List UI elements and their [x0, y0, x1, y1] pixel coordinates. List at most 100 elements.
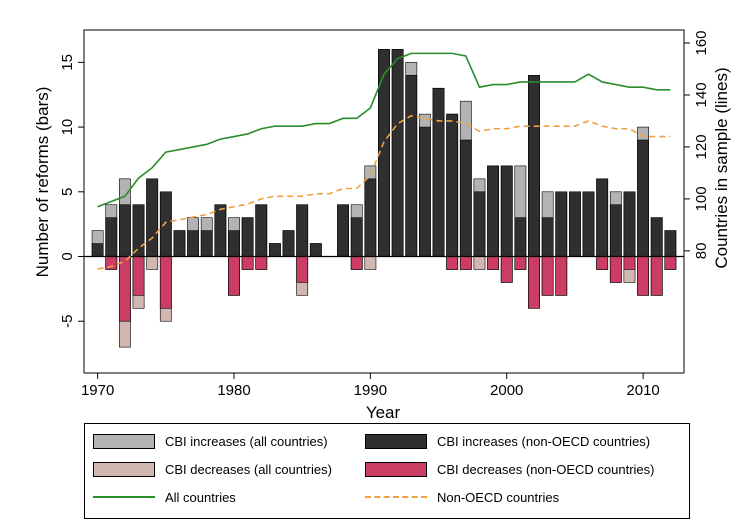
x-axis-label: Year: [366, 403, 401, 422]
bar-incr-non: [664, 230, 677, 257]
bar-incr-non: [91, 243, 104, 257]
legend-label: CBI decreases (non-OECD countries): [437, 461, 655, 477]
y-tick-label: 0: [59, 252, 76, 260]
bar-incr-non: [105, 217, 118, 257]
x-tick-label: 1990: [354, 382, 387, 399]
bar-incr-non: [309, 243, 322, 257]
bar-incr-non: [596, 178, 609, 257]
x-tick-label: 2000: [490, 382, 523, 399]
bar-decr-non: [664, 256, 677, 270]
bar-incr-non: [487, 165, 499, 257]
bar-incr-non: [473, 191, 486, 257]
bar-incr-non: [500, 165, 513, 257]
legend-item-decr-non: CBI decreases (non-OECD countries): [365, 459, 654, 479]
lines-group: [97, 52, 671, 270]
line-non-oecd: [97, 114, 671, 270]
legend-label: All countries: [165, 489, 236, 505]
bar-decr-non: [541, 256, 554, 296]
bar-decr-non: [132, 256, 145, 296]
legend-label: CBI increases (all countries): [165, 433, 328, 449]
legend-item-decr-all: CBI decreases (all countries): [93, 459, 332, 479]
bar-decr-all: [146, 256, 159, 270]
legend-label: CBI decreases (all countries): [165, 461, 332, 477]
bar-incr-non: [582, 191, 595, 257]
line-all-countries: [97, 52, 671, 208]
bar-incr-non: [119, 204, 131, 257]
bar-decr-non: [446, 256, 459, 270]
y2-tick-label: 80: [693, 243, 710, 260]
x-tick-label: 2010: [626, 382, 659, 399]
bar-incr-non: [173, 230, 186, 257]
bar-incr-non: [609, 204, 622, 257]
bar-incr-non: [650, 217, 663, 257]
legend-swatch-decr-non: [365, 461, 427, 477]
bar-incr-non: [364, 178, 377, 257]
y2-tick-label: 140: [693, 82, 710, 107]
bar-decr-non: [228, 256, 240, 296]
bar-decr-non: [500, 256, 513, 283]
y-tick-label: 10: [59, 119, 76, 136]
legend-item-incr-all: CBI increases (all countries): [93, 431, 328, 451]
y-tick-label: 5: [59, 188, 76, 196]
legend-swatch-decr-all: [93, 461, 155, 477]
bar-decr-non: [487, 256, 499, 270]
bar-incr-non: [623, 191, 636, 257]
bar-incr-non: [446, 113, 459, 257]
y-tick-label: 15: [59, 54, 76, 71]
bar-incr-non: [159, 191, 172, 257]
bar-decr-non: [514, 256, 527, 270]
legend-swatch-all-line: [93, 496, 155, 498]
x-tick-label: 1970: [81, 382, 114, 399]
bar-decr-all: [364, 256, 377, 270]
bar-incr-non: [200, 230, 213, 257]
x-tick-label: 1980: [217, 382, 250, 399]
bar-decr-non: [105, 256, 118, 270]
bar-decr-non: [255, 256, 268, 270]
bar-decr-non: [350, 256, 363, 270]
bar-incr-non: [405, 75, 418, 257]
bar-incr-non: [541, 217, 554, 257]
legend-item-non-line: Non-OECD countries: [365, 487, 559, 507]
bars-group: [91, 49, 677, 348]
legend-label: Non-OECD countries: [437, 489, 560, 505]
legend-swatch-incr-non: [365, 433, 427, 449]
axes-group: 1970 1980 1990 2000 2010 -5 0 5 10 15 80 100 120 140 1…: [59, 30, 710, 399]
legend-swatch-incr-all: [93, 433, 155, 449]
legend-item-incr-non: CBI increases (non-OECD countries): [365, 431, 650, 451]
y-tick-label: -5: [59, 315, 76, 328]
legend: CBI increases (all countries) CBI increa…: [84, 423, 690, 519]
bar-incr-non: [350, 217, 363, 257]
bar-incr-non: [432, 87, 445, 257]
bar-incr-non: [241, 217, 254, 257]
bar-decr-non: [459, 256, 472, 270]
bar-decr-non: [609, 256, 622, 283]
bar-incr-non: [282, 230, 295, 257]
bar-incr-non: [528, 75, 540, 257]
y2-tick-label: 120: [693, 134, 710, 159]
y2-tick-label: 100: [693, 186, 710, 211]
bar-incr-non: [419, 126, 431, 257]
bar-incr-non: [296, 204, 309, 257]
bar-incr-non: [391, 49, 404, 257]
bar-incr-non: [637, 139, 649, 257]
bar-incr-non: [187, 230, 199, 257]
y2-tick-label: 160: [693, 30, 710, 55]
bar-incr-non: [214, 204, 227, 257]
bar-decr-all: [473, 256, 486, 270]
bar-decr-non: [528, 256, 540, 309]
bar-decr-non: [241, 256, 254, 270]
bar-incr-non: [146, 178, 159, 257]
y2-axis-label: Countries in sample (lines): [712, 67, 731, 268]
bar-incr-non: [132, 204, 145, 257]
bar-incr-non: [337, 204, 349, 257]
y-axis-label: Number of reforms (bars): [33, 87, 52, 278]
legend-swatch-non-line: [365, 496, 427, 498]
plot-frame: [83, 29, 685, 374]
legend-item-all-line: All countries: [93, 487, 236, 507]
bar-incr-non: [569, 191, 581, 257]
bar-decr-non: [650, 256, 663, 296]
bar-incr-non: [555, 191, 568, 257]
chart-canvas: 1970 1980 1990 2000 2010 -5 0 5 10 15 80 100 120 140 1…: [33, 29, 731, 422]
bar-incr-non: [228, 230, 240, 257]
bar-incr-non: [459, 139, 472, 257]
